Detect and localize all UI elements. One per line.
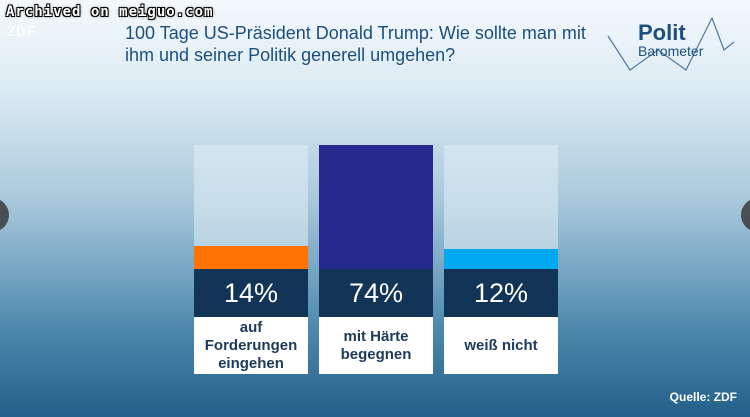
source-credit: Quelle: ZDF [669,390,737,404]
next-slide-button[interactable] [741,198,750,232]
bar-track [444,145,558,269]
bar-column-0: 14% auf Forderungen eingehen [194,145,308,374]
logo-polit-text: Polit [638,20,686,45]
value-label: 74% [319,269,433,317]
logo-barometer-text: Barometer [638,43,704,59]
value-label: 12% [444,269,558,317]
bar-column-2: 12% weiß nicht [444,145,558,374]
barometer-logo-icon [607,17,735,71]
archive-watermark: Archived on meiguo.com [6,4,214,20]
chart-title: 100 Tage US-Präsident Donald Trump: Wie … [125,23,586,65]
previous-slide-button[interactable] [0,198,9,232]
zdf-logo: ZDF [7,23,36,39]
bar-track [194,145,308,269]
bar-weiss-nicht [444,249,558,269]
bar-column-1: 74% mit Härte begegnen [319,145,433,374]
category-label: weiß nicht [444,317,558,374]
politbarometer-logo: Polit Barometer [600,12,735,72]
category-label: mit Härte begegnen [319,317,433,374]
bar-auf-forderungen-eingehen [194,246,308,269]
category-label: auf Forderungen eingehen [194,317,308,374]
bar-track [319,145,433,269]
value-label: 14% [194,269,308,317]
bar-mit-haerte-begegnen [319,145,433,269]
